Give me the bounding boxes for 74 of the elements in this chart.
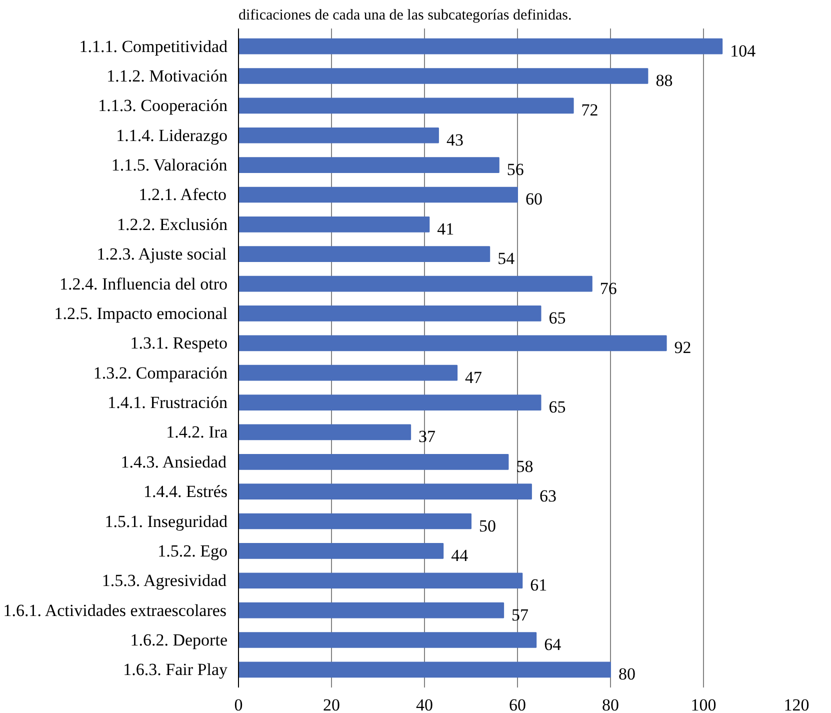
data-label: 72	[581, 100, 598, 120]
bar	[238, 364, 458, 381]
data-label: 104	[730, 41, 756, 60]
bar	[238, 572, 523, 589]
y-tick-label: 1.5.1. Inseguridad	[104, 512, 228, 531]
bar	[238, 394, 542, 410]
x-tick-label: 60	[509, 696, 526, 713]
bar	[238, 543, 444, 559]
y-tick-label: 1.1.1. Competitividad	[79, 36, 228, 56]
x-tick-label: 0	[234, 696, 243, 713]
data-label: 65	[548, 398, 566, 417]
data-label: 54	[498, 249, 516, 268]
x-tick-label: 100	[690, 696, 716, 713]
y-tick-label: 1.1.2. Motivación	[106, 66, 228, 86]
data-label: 41	[437, 219, 454, 238]
bar	[238, 424, 412, 440]
data-label: 88	[656, 70, 673, 90]
data-label: 44	[451, 546, 469, 565]
data-label: 56	[506, 160, 524, 180]
bar	[238, 186, 518, 203]
bar	[238, 276, 592, 292]
y-tick-label: 1.6.3. Fair Play	[123, 660, 228, 680]
bar	[238, 632, 537, 648]
bar	[238, 157, 500, 173]
bar	[238, 216, 430, 232]
data-label: 61	[530, 576, 548, 595]
x-tick-label: 20	[323, 696, 340, 713]
y-tick-label: 1.4.4. Estrés	[143, 482, 228, 502]
data-label: 64	[544, 635, 562, 654]
y-tick-label: 1.1.5. Valoración	[111, 156, 228, 175]
data-label: 60	[526, 190, 542, 209]
bar	[238, 246, 490, 262]
bar	[238, 602, 504, 618]
y-tick-label: 1.4.1. Frustración	[108, 393, 228, 412]
data-label: 50	[479, 516, 496, 536]
y-tick-label: 1.5.2. Ego	[158, 541, 228, 560]
data-label: 63	[539, 486, 556, 506]
bar	[238, 454, 509, 470]
data-label: 57	[512, 605, 530, 624]
data-label: 43	[446, 130, 464, 150]
y-tick-label: 1.3.2. Comparación	[93, 363, 228, 382]
bar	[238, 335, 667, 352]
bar	[238, 484, 532, 500]
data-label: 47	[465, 368, 483, 387]
y-tick-label: 1.2.5. Impacto emocional	[54, 304, 228, 323]
bar	[238, 127, 439, 144]
bar	[238, 68, 648, 84]
x-tick-label: 80	[602, 696, 619, 713]
bar	[238, 513, 472, 530]
y-tick-label: 1.3.1. Respeto	[130, 334, 228, 353]
y-tick-label: 1.4.2. Ira	[166, 422, 228, 442]
bar	[238, 662, 611, 678]
y-tick-label: 1.6.1. Actividades extraescolares	[3, 600, 227, 620]
x-tick-label: 120	[784, 696, 810, 713]
y-tick-label: 1.6.2. Deporte	[130, 630, 228, 650]
data-label: 76	[600, 278, 617, 298]
data-label: 58	[516, 456, 534, 476]
y-tick-label: 1.2.3. Ajuste social	[96, 244, 227, 264]
bar	[238, 306, 542, 322]
data-label: 80	[618, 664, 636, 684]
y-tick-label: 1.1.4. Liderazgo	[116, 126, 228, 145]
y-tick-label: 1.2.2. Exclusión	[117, 214, 228, 234]
y-tick-label: 1.4.3. Ansiedad	[120, 452, 228, 472]
bar	[238, 38, 723, 54]
bar	[238, 98, 574, 114]
data-label: 65	[548, 308, 566, 328]
data-label: 37	[418, 427, 436, 446]
chart-title: dificaciones de cada una de las subcategorías definidas.	[238, 8, 572, 24]
data-label: 92	[674, 338, 692, 358]
y-tick-label: 1.1.3. Cooperación	[98, 96, 228, 116]
x-tick-label: 40	[416, 696, 433, 713]
y-tick-label: 1.2.4. Influencia del otro	[59, 274, 228, 294]
y-tick-label: 1.5.3. Agresividad	[102, 571, 228, 590]
y-tick-label: 1.2.1. Afecto	[138, 185, 227, 204]
